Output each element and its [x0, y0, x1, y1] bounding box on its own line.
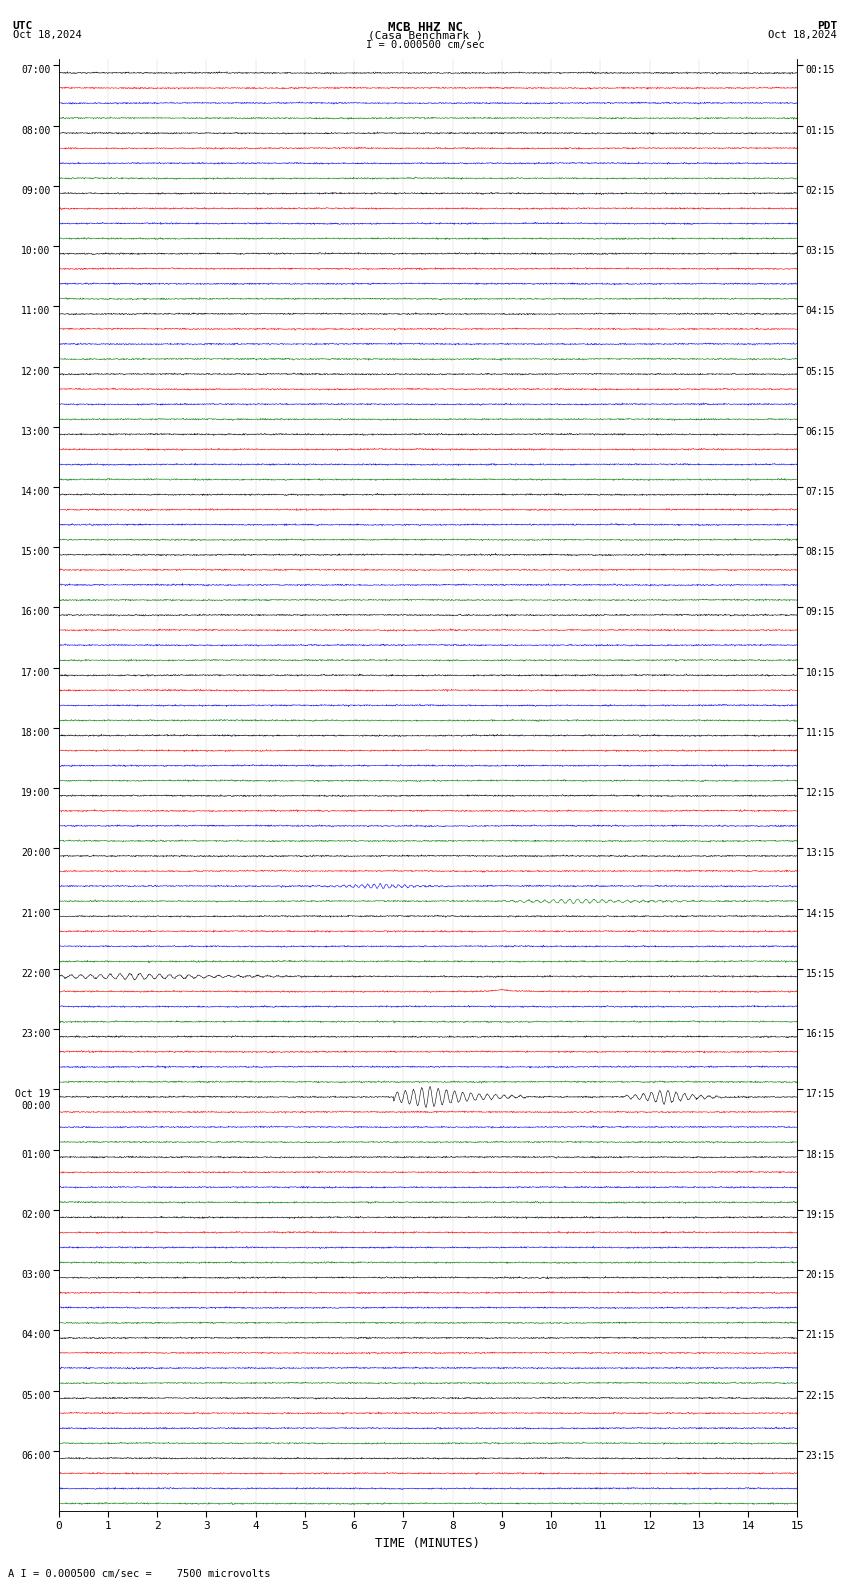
Text: Oct 18,2024: Oct 18,2024 [13, 30, 82, 40]
Text: MCB HHZ NC: MCB HHZ NC [388, 21, 462, 33]
X-axis label: TIME (MINUTES): TIME (MINUTES) [376, 1536, 480, 1551]
Text: (Casa Benchmark ): (Casa Benchmark ) [367, 30, 483, 40]
Text: A I = 0.000500 cm/sec =    7500 microvolts: A I = 0.000500 cm/sec = 7500 microvolts [8, 1570, 271, 1579]
Text: Oct 18,2024: Oct 18,2024 [768, 30, 837, 40]
Text: PDT: PDT [817, 21, 837, 30]
Text: UTC: UTC [13, 21, 33, 30]
Text: I = 0.000500 cm/sec: I = 0.000500 cm/sec [366, 40, 484, 49]
